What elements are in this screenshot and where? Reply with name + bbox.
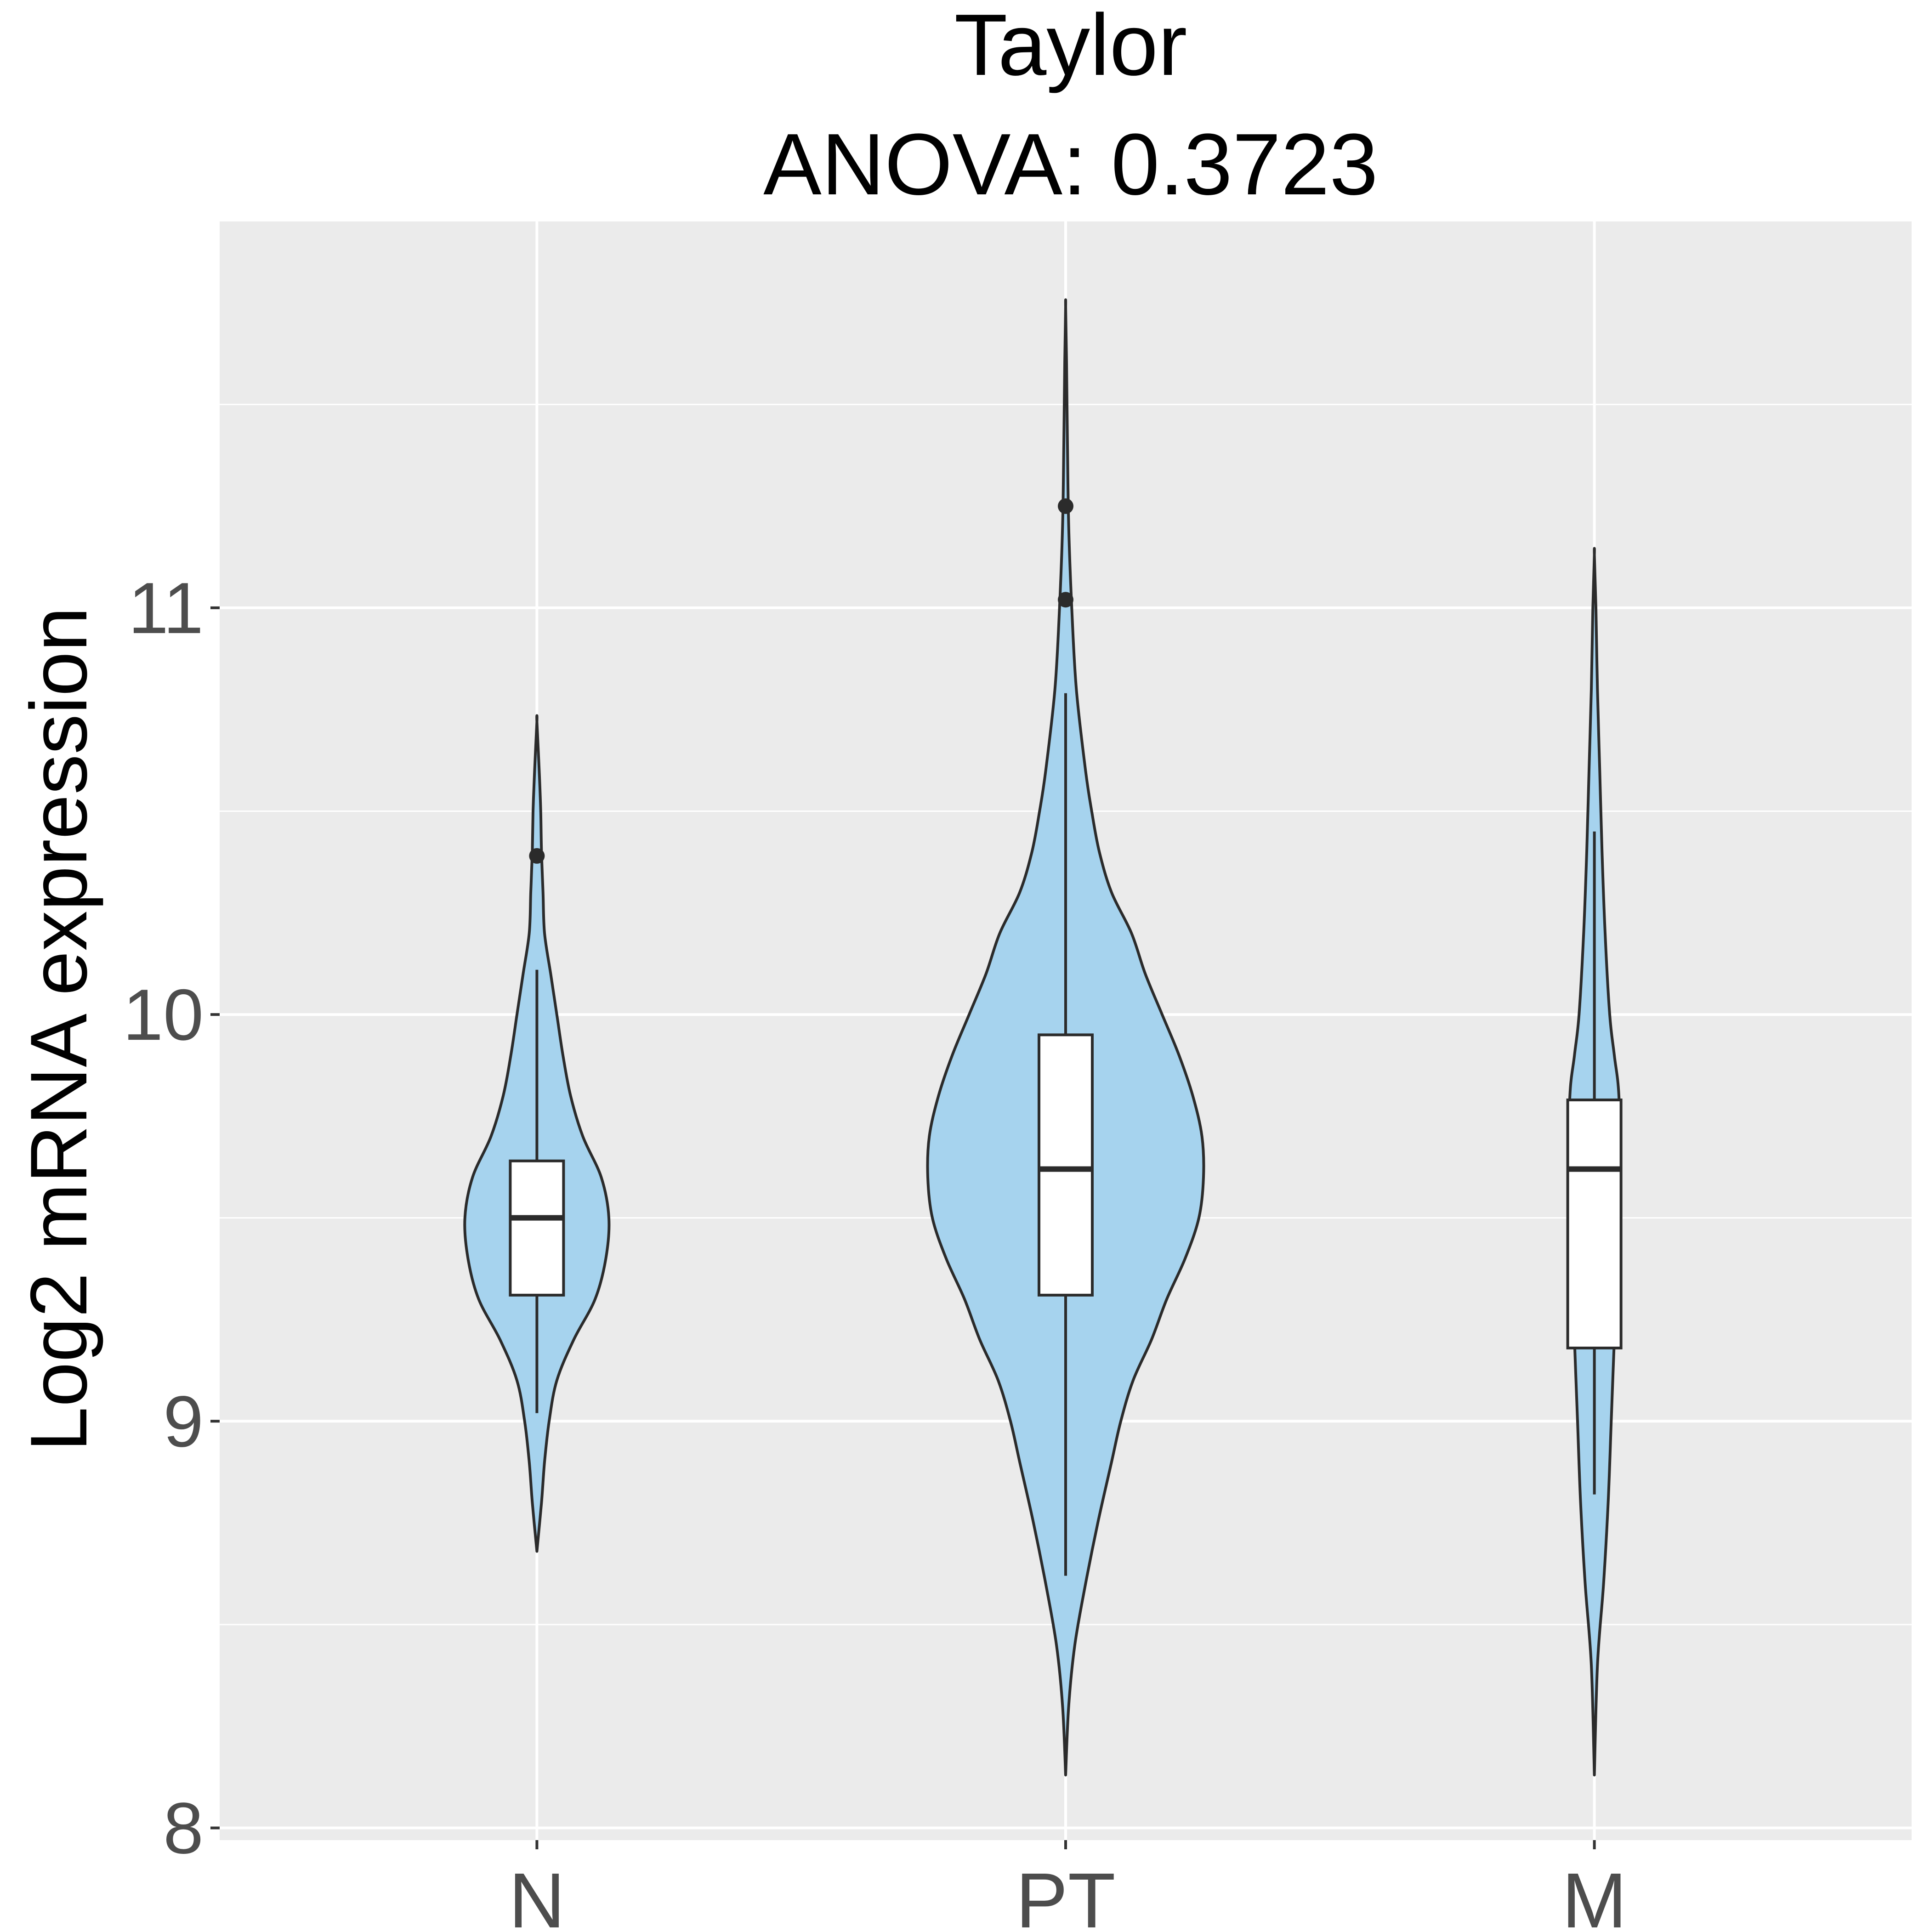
outlier-point [529,848,545,864]
violins [463,298,1623,1777]
axes: 8 9 10 11 N PT M [123,568,1627,1932]
y-tick-label: 9 [163,1381,204,1462]
y-tick-label: 8 [163,1788,204,1869]
violin-group-N [463,714,611,1553]
y-tick-label: 10 [123,974,204,1055]
box [1566,1098,1623,1349]
y-tick-label: 11 [128,568,204,649]
chart-subtitle: ANOVA: 0.3723 [763,116,1378,213]
chart-title: Taylor [954,0,1187,94]
x-tick-label: N [509,1857,565,1930]
box [509,1159,565,1297]
outlier-point [1058,498,1073,514]
outlier-point [1058,592,1073,608]
x-tick-label: PT [1016,1857,1115,1930]
violin-group-M [1566,547,1623,1777]
x-tick-label: M [1562,1857,1627,1930]
box [1038,1033,1094,1297]
violin-group-PT [926,298,1205,1777]
y-axis-label: Log2 mRNA expression [14,607,104,1451]
